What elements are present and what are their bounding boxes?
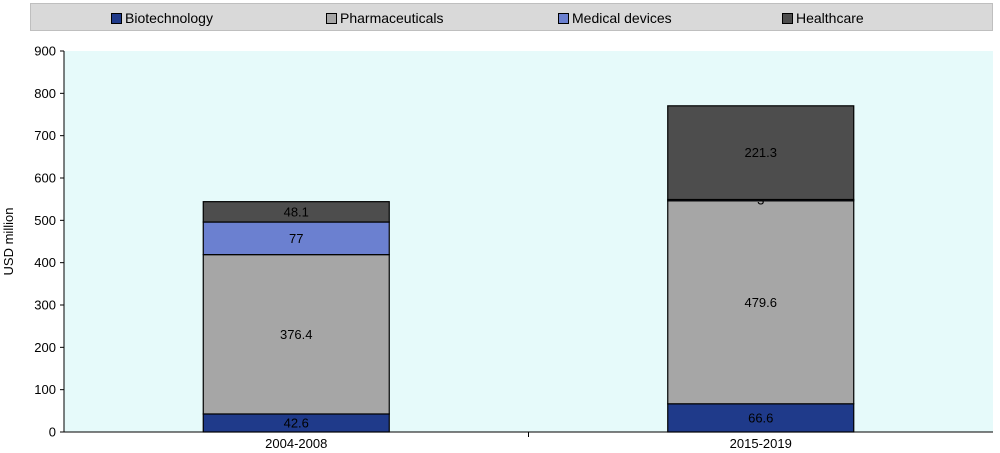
legend-swatch	[558, 12, 569, 24]
legend: Biotechnology Pharmaceuticals Medical devi…	[30, 3, 993, 31]
legend-label: Pharmaceuticals	[340, 10, 444, 26]
y-tick-label: 700	[34, 128, 56, 143]
y-axis-title: USD million	[1, 208, 16, 276]
y-tick-label: 200	[34, 340, 56, 355]
legend-swatch	[111, 12, 122, 24]
legend-item: Pharmaceuticals	[326, 10, 444, 26]
y-tick-label: 500	[34, 213, 56, 228]
x-tick-label: 2004-2008	[265, 436, 327, 451]
bar-segment	[667, 105, 855, 201]
y-tick-label: 600	[34, 171, 56, 186]
y-tick-label: 0	[49, 425, 56, 440]
legend-swatch	[326, 12, 337, 24]
legend-item: Biotechnology	[111, 10, 213, 26]
bar-segment	[202, 254, 390, 415]
y-tick-label: 900	[34, 44, 56, 59]
bars-group: 42.6 376.4 77 48.1 66.6 479.6 3 221.3	[202, 105, 855, 433]
legend-item: Healthcare	[782, 10, 864, 26]
legend-label: Healthcare	[796, 10, 864, 26]
legend-label: Biotechnology	[125, 10, 213, 26]
x-axis: 2004-2008 2015-2019	[64, 431, 993, 451]
legend-label: Medical devices	[572, 10, 672, 26]
legend-swatch	[782, 12, 793, 24]
bar-segment	[667, 200, 855, 405]
data-label: 376.4	[280, 327, 313, 342]
bar-segment	[202, 221, 390, 256]
bar-segment	[202, 201, 390, 223]
y-tick-label: 300	[34, 298, 56, 313]
x-tick-label: 2015-2019	[730, 436, 792, 451]
data-label: 3	[757, 193, 764, 208]
y-axis: 0 100 200 300 400 500 600 700 800 900	[34, 44, 65, 440]
data-label: 479.6	[744, 295, 777, 310]
legend-item: Medical devices	[558, 10, 672, 26]
y-tick-label: 800	[34, 86, 56, 101]
data-label: 48.1	[284, 204, 309, 219]
data-label: 66.6	[748, 410, 773, 425]
data-label: 42.6	[284, 415, 309, 430]
bar-segment	[667, 403, 855, 433]
y-tick-label: 400	[34, 255, 56, 270]
y-tick-label: 100	[34, 382, 56, 397]
data-label: 221.3	[744, 145, 777, 160]
data-label: 77	[289, 231, 303, 246]
